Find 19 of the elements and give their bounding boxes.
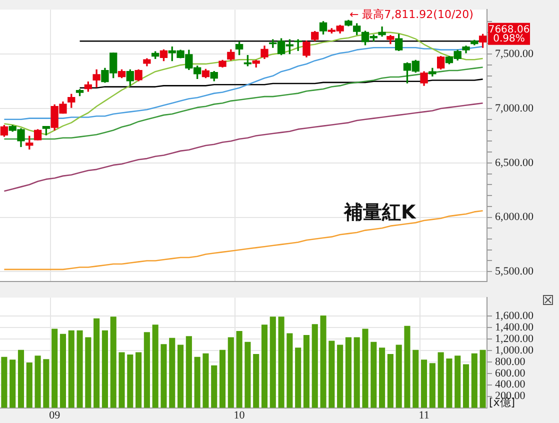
y-tick-label: 7,000.00 xyxy=(495,102,534,114)
annotation: 補量紅K xyxy=(342,201,417,224)
annotation: ← 最高7,811.92(10/20) xyxy=(349,8,474,22)
text: 0.98% xyxy=(493,33,525,44)
y-tick-label: 800.00 xyxy=(495,356,526,368)
y-tick-label: 1,400.00 xyxy=(495,321,534,334)
y-tick-label: 1,600.00 xyxy=(495,310,534,322)
y-tick-label: 1,000.00 xyxy=(495,344,534,356)
y-tick-label: 400.00 xyxy=(495,378,526,391)
y-tick-label: 6,500.00 xyxy=(495,156,534,169)
y-tick-label: 1,200.00 xyxy=(495,332,534,345)
x-tick-label: 10 xyxy=(234,409,246,422)
y-tick-label: 7,500.00 xyxy=(495,48,534,60)
y-tick-label: 5,500.00 xyxy=(495,266,534,278)
y-tick-label: 6,000.00 xyxy=(495,211,534,224)
y-tick-label: 600.00 xyxy=(495,367,526,380)
x-tick-label: 09 xyxy=(49,409,61,422)
x-tick-label: 11 xyxy=(418,409,430,422)
annotation: 7668.06 xyxy=(488,24,530,36)
